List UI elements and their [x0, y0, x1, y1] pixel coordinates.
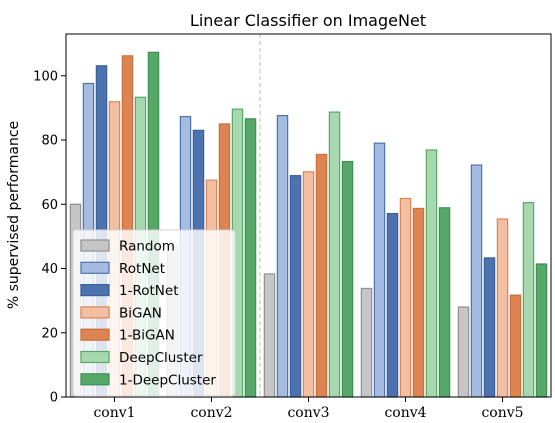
legend-entry: 1-BiGAN — [119, 328, 175, 344]
legend-entry: BiGAN — [119, 305, 162, 321]
legend-swatch — [80, 306, 110, 319]
x-tick-label: conv3 — [287, 405, 329, 421]
bar-random-conv5 — [457, 306, 470, 398]
legend-entry: Random — [119, 239, 175, 255]
axes-frame — [65, 33, 552, 398]
bar-1-deepcluster-conv5 — [535, 263, 548, 398]
bar-rotnet-conv4 — [373, 142, 386, 398]
bar-1-deepcluster-conv3 — [341, 160, 354, 398]
legend-entry: 1-RotNet — [119, 283, 178, 299]
x-tick-label: conv4 — [384, 405, 426, 421]
y-tick-label: 100 — [33, 69, 58, 84]
bar-1-rotnet-conv3 — [289, 175, 302, 398]
bar-bigan-conv4 — [399, 197, 412, 398]
bar-deepcluster-conv3 — [328, 111, 341, 398]
bar-bigan-conv3 — [302, 171, 315, 398]
legend-swatch — [80, 328, 110, 341]
legend-entry: 1-DeepCluster — [119, 372, 216, 388]
bar-1-bigan-conv4 — [412, 207, 425, 398]
legend-swatch — [80, 350, 110, 364]
bar-1-bigan-conv3 — [315, 153, 328, 398]
bar-random-conv4 — [360, 287, 373, 398]
bar-1-deepcluster-conv4 — [438, 207, 451, 398]
bar-1-rotnet-conv5 — [483, 257, 496, 398]
y-axis-label: % supervised performance — [6, 121, 22, 309]
bar-1-bigan-conv5 — [509, 294, 522, 398]
bar-1-deepcluster-conv2 — [244, 118, 257, 398]
chart-title: Linear Classifier on ImageNet — [190, 11, 426, 30]
bar-bigan-conv5 — [496, 218, 509, 398]
x-tick-label: conv1 — [93, 405, 135, 421]
x-tick-label: conv5 — [481, 405, 523, 421]
bar-deepcluster-conv4 — [425, 149, 438, 398]
bar-1-rotnet-conv4 — [386, 212, 399, 398]
legend: Random RotNet 1-RotNet BiGAN 1-BiGAN DeepClus… — [72, 229, 236, 397]
y-tick-label: 60 — [41, 198, 58, 213]
y-tick-label: 80 — [41, 134, 58, 149]
legend-entry: RotNet — [119, 261, 165, 277]
y-tick-label: 0 — [50, 391, 58, 406]
y-tick-label: 20 — [41, 326, 58, 341]
legend-swatch — [80, 373, 110, 386]
legend-swatch — [80, 261, 110, 274]
bar-rotnet-conv5 — [470, 164, 483, 398]
legend-swatch — [80, 239, 110, 252]
legend-entry: DeepCluster — [119, 350, 203, 366]
x-tick-label: conv2 — [190, 405, 232, 421]
bar-rotnet-conv3 — [276, 114, 289, 398]
y-tick-label: 40 — [41, 262, 58, 277]
bar-deepcluster-conv5 — [522, 202, 535, 398]
legend-swatch — [80, 284, 110, 297]
bar-random-conv3 — [263, 273, 276, 398]
legend-box — [72, 229, 236, 397]
